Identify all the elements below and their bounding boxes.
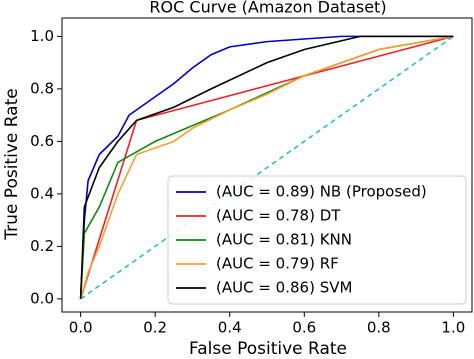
axes-frame — [61, 17, 473, 313]
legend-label: (AUC = 0.86) SVM — [216, 279, 352, 297]
legend-label: (AUC = 0.81) KNN — [216, 231, 352, 249]
x-tick-label: 0.6 — [292, 319, 316, 337]
legend-label: (AUC = 0.89) NB (Proposed) — [216, 183, 427, 201]
series-line — [79, 35, 454, 299]
x-axis-label: False Positive Rate — [189, 339, 347, 359]
x-tick-label: 0.8 — [367, 319, 391, 337]
y-tick-label: 0.2 — [30, 237, 54, 255]
series-line — [79, 35, 454, 299]
x-tick-label: 0.2 — [143, 319, 167, 337]
series-line — [79, 35, 454, 300]
legend-label: (AUC = 0.79) RF — [216, 255, 339, 273]
y-tick-label: 1.0 — [30, 27, 54, 45]
y-tick-label: 0.0 — [30, 289, 54, 307]
y-tick-label: 0.6 — [30, 132, 54, 150]
y-tick-label: 0.8 — [30, 79, 54, 97]
reference-line — [80, 35, 454, 300]
legend-box — [167, 175, 467, 305]
x-tick-label: 0.4 — [218, 319, 242, 337]
chart-title: ROC Curve (Amazon Dataset) — [149, 0, 386, 17]
y-axis-label: True Positive Rate — [2, 88, 22, 240]
y-tick-label: 0.4 — [30, 184, 54, 202]
x-tick-label: 1.0 — [441, 319, 465, 337]
legend-label: (AUC = 0.78) DT — [216, 207, 341, 225]
x-tick-label: 0.0 — [69, 319, 93, 337]
